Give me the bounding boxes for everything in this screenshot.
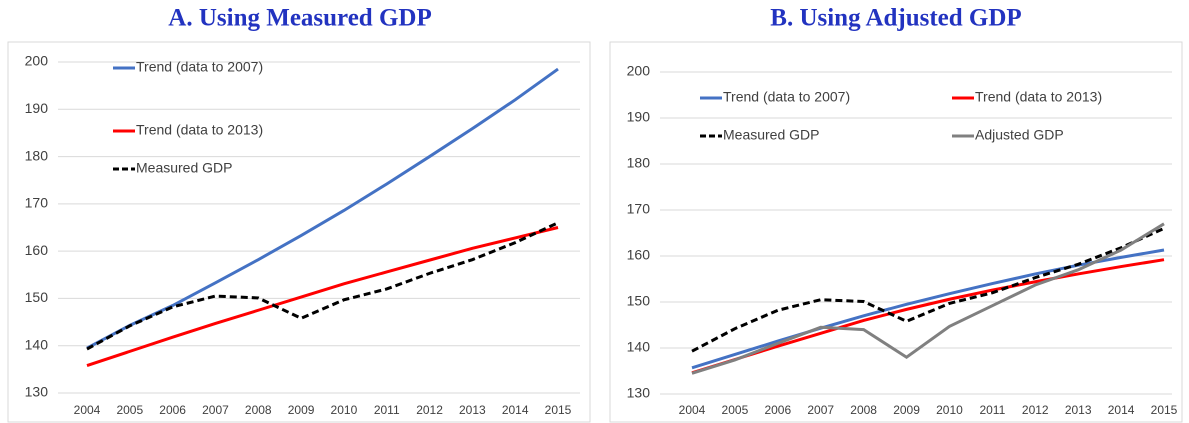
y-tick-label: 200	[25, 53, 49, 69]
y-tick-label: 140	[25, 336, 49, 352]
y-tick-label: 140	[627, 339, 651, 355]
y-tick-label: 180	[25, 147, 49, 163]
x-tick-label: 2004	[74, 403, 101, 417]
series-line	[691, 258, 1165, 375]
x-tick-label: 2012	[1022, 403, 1049, 417]
x-tick-label: 2009	[893, 403, 920, 417]
legend-label: Measured GDP	[136, 160, 232, 176]
series-line	[691, 222, 1165, 375]
x-tick-label: 2009	[288, 403, 315, 417]
y-tick-label: 160	[627, 247, 651, 263]
x-tick-label: 2004	[679, 403, 706, 417]
series-line	[86, 221, 559, 351]
legend-label: Trend (data to 2013)	[136, 122, 263, 138]
x-tick-label: 2010	[331, 403, 358, 417]
chart-title: A. Using Measured GDP	[168, 5, 431, 32]
y-tick-label: 170	[25, 195, 49, 211]
chart-frame	[7, 41, 591, 423]
legend-label: Trend (data to 2007)	[723, 89, 850, 105]
x-tick-label: 2011	[374, 403, 400, 417]
y-tick-label: 150	[627, 293, 651, 309]
x-tick-label: 2007	[807, 403, 834, 417]
y-tick-label: 130	[25, 384, 49, 400]
x-tick-label: 2012	[416, 403, 443, 417]
chart-frame	[609, 41, 1183, 423]
y-tick-label: 130	[627, 385, 651, 401]
x-tick-label: 2008	[245, 403, 272, 417]
y-tick-label: 200	[627, 63, 651, 79]
series-line	[691, 227, 1165, 353]
x-tick-label: 2008	[850, 403, 877, 417]
x-tick-label: 2010	[936, 403, 963, 417]
x-tick-label: 2014	[1108, 403, 1135, 417]
y-tick-label: 160	[25, 242, 49, 258]
series-line	[86, 226, 559, 367]
legend-label: Trend (data to 2013)	[975, 89, 1102, 105]
y-tick-label: 190	[627, 109, 651, 125]
legend-label: Measured GDP	[723, 127, 819, 143]
x-tick-label: 2011	[979, 403, 1005, 417]
x-tick-label: 2007	[202, 403, 229, 417]
series-line	[86, 67, 559, 350]
x-tick-label: 2015	[1151, 403, 1178, 417]
x-tick-label: 2005	[116, 403, 143, 417]
series-line	[691, 248, 1165, 370]
x-tick-label: 2005	[722, 403, 749, 417]
y-tick-label: 150	[25, 289, 49, 305]
y-tick-label: 190	[25, 100, 49, 116]
legend-label: Trend (data to 2007)	[136, 59, 263, 75]
x-tick-label: 2013	[459, 403, 486, 417]
x-tick-label: 2006	[764, 403, 791, 417]
chart-title: B. Using Adjusted GDP	[770, 5, 1021, 32]
x-tick-label: 2006	[159, 403, 186, 417]
x-tick-label: 2014	[502, 403, 529, 417]
x-tick-label: 2015	[545, 403, 572, 417]
legend-label: Adjusted GDP	[975, 127, 1064, 143]
x-tick-label: 2013	[1065, 403, 1092, 417]
y-tick-label: 170	[627, 201, 651, 217]
y-tick-label: 180	[627, 155, 651, 171]
